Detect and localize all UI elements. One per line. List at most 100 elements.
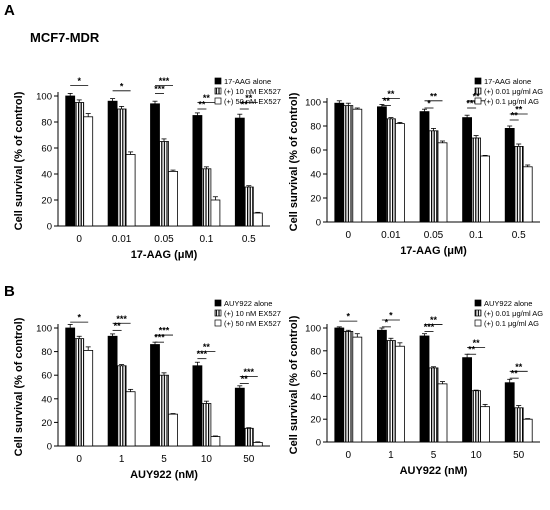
- bar: [437, 383, 448, 443]
- legend-label: (+) 0.1 μg/ml AG: [484, 97, 539, 106]
- x-axis-title: 17-AAG (μM): [400, 245, 467, 257]
- y-tick-label: 20: [310, 194, 321, 205]
- bar: [159, 141, 169, 227]
- y-axis-title: Cell survival (% of control): [288, 92, 300, 231]
- bar: [65, 95, 76, 227]
- x-tick-label: 0.5: [242, 234, 256, 245]
- x-tick-label: 0.05: [424, 230, 444, 241]
- significance-label: **: [241, 374, 249, 384]
- cell-line-title: MCF7-MDR: [30, 30, 100, 45]
- significance-label: **: [387, 89, 395, 99]
- bar: [107, 100, 118, 227]
- significance-label: ***: [159, 76, 170, 86]
- significance-label: *: [77, 313, 81, 323]
- x-tick-label: 0.05: [154, 234, 174, 245]
- significance-label: ***: [116, 314, 127, 324]
- significance-label: ***: [466, 99, 477, 109]
- y-tick-label: 100: [36, 92, 52, 103]
- x-tick-label: 0.01: [112, 234, 132, 245]
- x-tick-label: 10: [201, 454, 213, 465]
- bar: [480, 155, 491, 223]
- bar: [168, 413, 178, 447]
- bar: [150, 344, 160, 447]
- bar: [252, 212, 263, 227]
- y-tick-label: 40: [41, 394, 52, 405]
- y-tick-label: 0: [316, 438, 321, 449]
- y-tick-label: 60: [310, 369, 321, 380]
- significance-label: **: [203, 342, 211, 352]
- significance-label: **: [515, 362, 523, 372]
- bar: [334, 102, 345, 223]
- significance-label: ***: [154, 333, 165, 343]
- bar: [419, 335, 430, 443]
- significance-label: ***: [154, 84, 165, 94]
- bar: [125, 391, 136, 447]
- legend-swatch: [474, 77, 482, 85]
- significance-label: ***: [424, 322, 435, 332]
- x-tick-label: 10: [471, 450, 483, 461]
- bar: [74, 102, 85, 227]
- legend-swatch: [474, 299, 482, 307]
- bar: [522, 418, 533, 443]
- bar: [252, 442, 263, 447]
- y-axis-title: Cell survival (% of control): [13, 91, 25, 230]
- bar: [471, 137, 482, 223]
- bar: [395, 345, 405, 443]
- legend-label: (+) 50 nM EX527: [224, 319, 281, 328]
- legend-swatch: [214, 319, 222, 327]
- y-tick-label: 20: [310, 415, 321, 426]
- bar: [125, 154, 136, 227]
- bar: [210, 199, 221, 227]
- bar: [513, 407, 524, 443]
- y-tick-label: 100: [305, 98, 321, 109]
- y-tick-label: 60: [310, 146, 321, 157]
- y-tick-label: 60: [41, 371, 52, 382]
- bar: [192, 115, 203, 227]
- bar: [522, 166, 533, 223]
- bar: [83, 350, 94, 447]
- bar: [471, 390, 482, 443]
- y-tick-label: 20: [41, 196, 52, 207]
- bar: [386, 340, 396, 443]
- significance-label: **: [473, 91, 481, 101]
- significance-label: *: [77, 76, 81, 86]
- x-tick-label: 0: [346, 450, 352, 461]
- significance-label: ***: [159, 326, 170, 336]
- bar: [107, 335, 118, 447]
- bar: [201, 168, 212, 227]
- y-tick-label: 80: [310, 122, 321, 133]
- significance-label: **: [203, 93, 211, 103]
- legend-swatch: [214, 97, 222, 105]
- bar: [243, 186, 254, 227]
- significance-label: *: [347, 312, 351, 322]
- bar: [234, 387, 245, 447]
- significance-label: *: [427, 99, 431, 109]
- bar: [343, 105, 354, 223]
- significance-label: **: [241, 100, 249, 110]
- y-axis-title: Cell survival (% of control): [288, 315, 300, 454]
- x-tick-label: 50: [513, 450, 525, 461]
- significance-label: *: [120, 81, 124, 91]
- legend-label: AUY922 alone: [484, 299, 532, 308]
- x-tick-label: 0.1: [199, 234, 213, 245]
- significance-label: **: [468, 345, 476, 355]
- x-tick-label: 0.5: [512, 230, 526, 241]
- bar: [513, 146, 524, 223]
- significance-label: **: [515, 105, 523, 115]
- x-tick-label: 0.1: [469, 230, 483, 241]
- significance-label: *: [389, 311, 393, 321]
- significance-label: **: [430, 315, 438, 325]
- x-tick-label: 5: [431, 450, 437, 461]
- significance-label: ***: [197, 349, 208, 359]
- bar: [428, 367, 439, 443]
- bar: [65, 327, 76, 447]
- bar: [462, 357, 473, 443]
- significance-label: **: [511, 111, 519, 121]
- y-tick-label: 40: [41, 170, 52, 181]
- legend-swatch: [474, 97, 482, 105]
- bar: [462, 117, 473, 223]
- legend-swatch: [474, 87, 482, 95]
- bar: [377, 106, 387, 223]
